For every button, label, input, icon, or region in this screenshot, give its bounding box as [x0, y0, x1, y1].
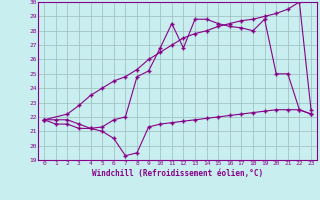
- X-axis label: Windchill (Refroidissement éolien,°C): Windchill (Refroidissement éolien,°C): [92, 169, 263, 178]
